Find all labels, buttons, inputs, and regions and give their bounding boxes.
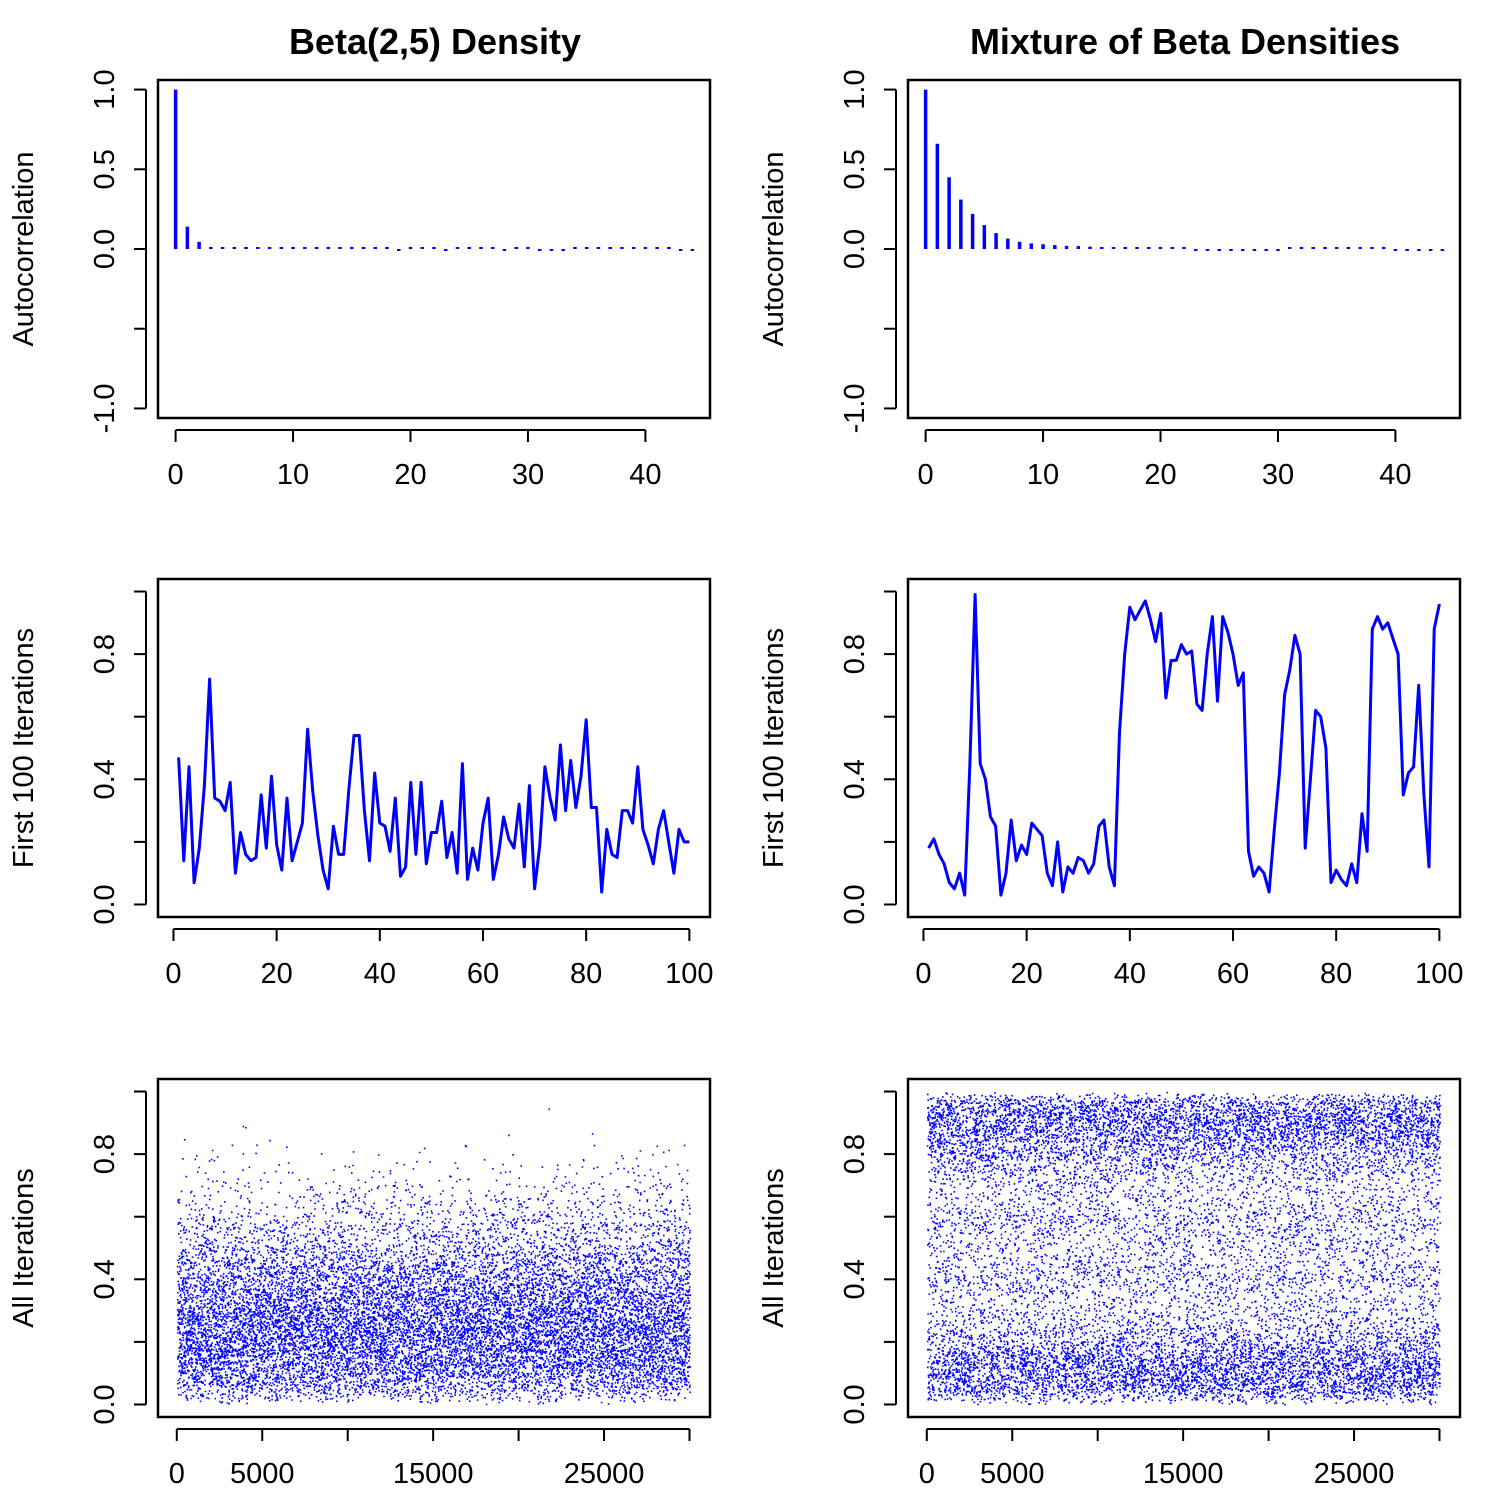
x-tick-label: 0 <box>168 459 184 491</box>
panel-beta-first100-marks <box>177 677 690 894</box>
x-tick-label: 20 <box>1144 459 1176 491</box>
y-tick-label: 0.5 <box>839 149 871 189</box>
panel-mixture-first100: 0 20 40 60 80 100 0.0 0.4 0.8 First 100 Iteration… <box>758 577 1464 990</box>
panel-mixture-all-y-axis: 0.0 0.4 0.8 <box>839 1090 897 1425</box>
sample-points <box>926 1091 1442 1406</box>
y-tick-label: 0.0 <box>89 229 121 269</box>
x-tick-label: 20 <box>1011 958 1043 990</box>
panel-beta-acf-frame <box>156 78 712 420</box>
y-tick-label: 0.0 <box>89 1384 121 1424</box>
x-tick-label: 80 <box>1320 958 1352 990</box>
y-tick-label: 1.0 <box>89 69 121 109</box>
y-tick-label: 0.8 <box>89 1134 121 1174</box>
x-tick-label: 15000 <box>393 1458 474 1490</box>
x-tick-label: 20 <box>394 459 426 491</box>
panel-beta-all: 0 5000 15000 25000 0.0 0.4 0.8 All Iterations <box>8 1077 712 1490</box>
x-tick-label: 100 <box>1415 958 1463 990</box>
x-tick-label: 40 <box>1379 459 1411 491</box>
panel-mixture-first100-x-axis: 0 20 40 60 80 100 <box>915 928 1464 990</box>
panel-beta-all-frame <box>156 1077 712 1419</box>
x-tick-label: 20 <box>261 958 293 990</box>
panel-mixture-acf-y-axis: -1.0 0.0 0.5 1.0 <box>839 69 897 433</box>
y-tick-label: 0.8 <box>89 634 121 674</box>
panel-beta-all-y-axis: 0.0 0.4 0.8 <box>89 1090 147 1425</box>
x-tick-label: 80 <box>570 958 602 990</box>
panel-mixture-acf-frame <box>906 78 1462 420</box>
panel-mixture-acf-y-axis-label: Autocorrelation <box>758 151 790 346</box>
trace-line <box>927 593 1441 897</box>
y-tick-label: 0.4 <box>839 759 871 799</box>
x-tick-label: 0 <box>165 958 181 990</box>
panel-mixture-all-marks <box>926 1091 1442 1406</box>
x-tick-label: 25000 <box>564 1458 645 1490</box>
x-tick-label: 5000 <box>230 1458 295 1490</box>
column-title-left: Beta(2,5) Density <box>289 21 581 62</box>
panel-beta-first100-x-axis: 0 20 40 60 80 100 <box>165 928 714 990</box>
panel-beta-all-x-axis: 0 5000 15000 25000 <box>169 1428 691 1490</box>
panel-mixture-first100-y-axis-label: First 100 Iterations <box>758 628 790 868</box>
x-tick-label: 0 <box>915 958 931 990</box>
panel-beta-acf-y-axis-label: Autocorrelation <box>8 151 40 346</box>
panel-mixture-all: 0 5000 15000 25000 0.0 0.4 0.8 All Iterations <box>758 1077 1462 1490</box>
y-tick-label: 0.5 <box>89 149 121 189</box>
panel-beta-acf-y-axis: -1.0 0.0 0.5 1.0 <box>89 69 147 433</box>
panel-mixture-acf: 0 10 20 30 40 -1.0 0.0 0.5 1.0 Autocorrelation <box>758 69 1462 491</box>
panel-mixture-first100-marks <box>927 593 1441 897</box>
panel-beta-all-marks <box>176 1108 692 1406</box>
panel-beta-all-y-axis-label: All Iterations <box>8 1168 40 1328</box>
y-tick-label: 0.8 <box>839 1134 871 1174</box>
panel-grid: 0 10 20 30 40 -1.0 0.0 0.5 1.0 Autocorrelation 0 10… <box>8 69 1464 1490</box>
panel-mixture-acf-x-axis: 0 10 20 30 40 <box>918 429 1412 491</box>
panel-mixture-first100-frame <box>906 577 1462 919</box>
x-tick-label: 40 <box>629 459 661 491</box>
panel-mixture-all-frame <box>906 1077 1462 1419</box>
y-tick-label: 0.0 <box>89 884 121 924</box>
column-title-right: Mixture of Beta Densities <box>970 21 1400 62</box>
y-tick-label: 1.0 <box>839 69 871 109</box>
y-tick-label: 0.0 <box>839 1384 871 1424</box>
panel-mixture-all-y-axis-label: All Iterations <box>758 1168 790 1328</box>
y-tick-label: 0.0 <box>839 884 871 924</box>
panel-beta-first100-y-axis: 0.0 0.4 0.8 <box>89 590 147 925</box>
x-tick-label: 100 <box>665 958 713 990</box>
panel-beta-acf-marks <box>173 89 695 251</box>
y-tick-label: 0.4 <box>89 759 121 799</box>
y-tick-label: 0.4 <box>89 1259 121 1299</box>
x-tick-label: 30 <box>1262 459 1294 491</box>
x-tick-label: 30 <box>512 459 544 491</box>
panel-beta-acf: 0 10 20 30 40 -1.0 0.0 0.5 1.0 Autocorrelation <box>8 69 712 491</box>
x-tick-label: 25000 <box>1314 1458 1395 1490</box>
y-tick-label: 0.0 <box>839 229 871 269</box>
panel-mixture-all-x-axis: 0 5000 15000 25000 <box>919 1428 1441 1490</box>
panel-beta-first100-y-axis-label: First 100 Iterations <box>8 628 40 868</box>
x-tick-label: 60 <box>1217 958 1249 990</box>
y-tick-label: 0.4 <box>839 1259 871 1299</box>
panel-beta-first100: 0 20 40 60 80 100 0.0 0.4 0.8 First 100 Iteration… <box>8 577 714 990</box>
panel-beta-first100-frame <box>156 577 712 919</box>
y-tick-label: -1.0 <box>89 383 121 433</box>
sample-points <box>176 1108 692 1406</box>
panel-beta-acf-x-axis: 0 10 20 30 40 <box>168 429 662 491</box>
x-tick-label: 60 <box>467 958 499 990</box>
y-tick-label: -1.0 <box>839 383 871 433</box>
x-tick-label: 0 <box>919 1458 935 1490</box>
panel-mixture-acf-marks <box>923 89 1445 251</box>
trace-line <box>177 677 690 894</box>
x-tick-label: 10 <box>277 459 309 491</box>
x-tick-label: 0 <box>169 1458 185 1490</box>
x-tick-label: 0 <box>918 459 934 491</box>
y-tick-label: 0.8 <box>839 634 871 674</box>
x-tick-label: 15000 <box>1143 1458 1224 1490</box>
panel-mixture-first100-y-axis: 0.0 0.4 0.8 <box>839 590 897 925</box>
x-tick-label: 10 <box>1027 459 1059 491</box>
x-tick-label: 40 <box>1114 958 1146 990</box>
x-tick-label: 40 <box>364 958 396 990</box>
x-tick-label: 5000 <box>980 1458 1045 1490</box>
